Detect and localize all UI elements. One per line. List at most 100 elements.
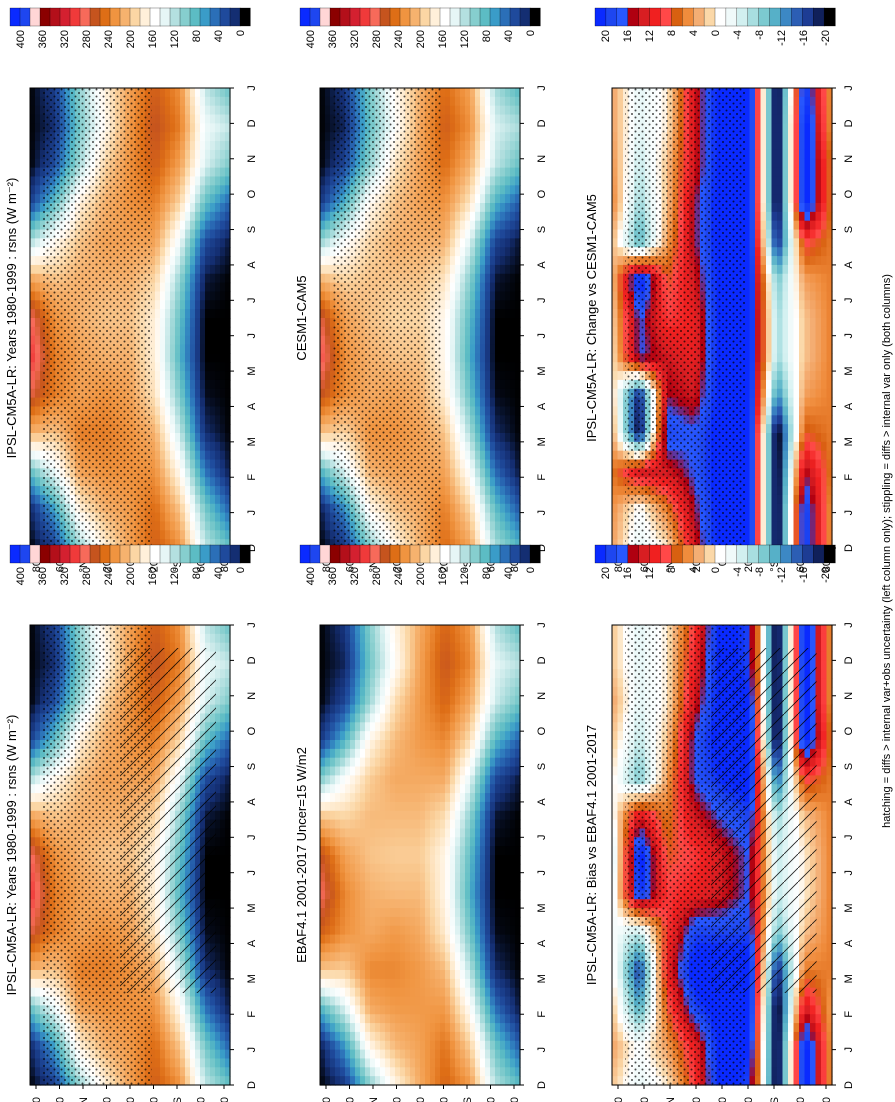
heatmap-cell bbox=[320, 441, 326, 452]
heatmap-cell bbox=[215, 1049, 221, 1060]
heatmap-cell bbox=[165, 353, 171, 363]
colorbar-swatch bbox=[129, 7, 141, 27]
heatmap-cell bbox=[30, 309, 36, 319]
heatmap-cell bbox=[320, 194, 326, 204]
heatmap-cell bbox=[220, 211, 226, 222]
heatmap-cell bbox=[200, 633, 206, 644]
heatmap-cell bbox=[320, 335, 326, 346]
heatmap-cell bbox=[225, 203, 231, 213]
heatmap-cell bbox=[320, 397, 326, 408]
heatmap-cell bbox=[225, 149, 231, 160]
heatmap-cell bbox=[205, 149, 211, 160]
lat-tick-label: 20 bbox=[102, 1097, 114, 1102]
heatmap-cell bbox=[35, 388, 41, 399]
heatmap-cell bbox=[205, 1049, 211, 1060]
heatmap-cell bbox=[160, 264, 166, 275]
heatmap-cell bbox=[185, 132, 191, 142]
heatmap-cell bbox=[195, 459, 201, 469]
heatmap-cell bbox=[165, 114, 171, 124]
heatmap-cell bbox=[180, 1076, 186, 1086]
heatmap-cell bbox=[225, 731, 231, 741]
heatmap-cell bbox=[320, 450, 326, 461]
heatmap-cell bbox=[225, 397, 231, 408]
heatmap-cell bbox=[220, 185, 226, 195]
heatmap-cell bbox=[150, 642, 156, 653]
heatmap-cell bbox=[165, 247, 171, 257]
heatmap-cell bbox=[190, 229, 196, 239]
month-tick-label: J bbox=[246, 85, 258, 91]
heatmap-cell bbox=[35, 486, 41, 496]
heatmap-cell bbox=[200, 424, 206, 434]
heatmap-cell bbox=[220, 916, 226, 927]
heatmap-cell bbox=[150, 503, 156, 514]
heatmap-cell bbox=[220, 247, 226, 257]
heatmap-cell bbox=[30, 247, 36, 257]
heatmap-cell bbox=[150, 477, 156, 487]
heatmap-cell bbox=[225, 158, 231, 169]
heatmap-cell bbox=[170, 406, 176, 416]
heatmap-cell bbox=[185, 300, 191, 310]
heatmap-cell bbox=[210, 123, 216, 133]
heatmap-cell bbox=[170, 486, 176, 496]
heatmap-cell bbox=[200, 521, 206, 531]
heatmap-cell bbox=[200, 176, 206, 186]
colorbar-swatch bbox=[179, 7, 191, 27]
heatmap-cell bbox=[30, 1058, 36, 1068]
heatmap-cell bbox=[175, 318, 181, 328]
heatmap-cell bbox=[185, 1031, 191, 1042]
heatmap-cell bbox=[170, 141, 176, 151]
heatmap-cell bbox=[175, 494, 181, 505]
heatmap-cell bbox=[155, 1014, 161, 1024]
heatmap-cell bbox=[30, 211, 36, 222]
heatmap-cell bbox=[195, 424, 201, 434]
month-tick-label: A bbox=[246, 402, 258, 410]
heatmap-cell bbox=[215, 695, 221, 706]
heatmap-cell bbox=[225, 633, 231, 644]
heatmap-cell bbox=[170, 1049, 176, 1060]
heatmap-cell bbox=[175, 167, 181, 178]
heatmap-cell bbox=[215, 961, 221, 971]
heatmap-cell bbox=[160, 326, 166, 337]
heatmap-cell bbox=[220, 309, 226, 319]
heatmap-cell bbox=[35, 669, 41, 679]
heatmap-cell bbox=[220, 539, 226, 549]
heatmap-cell bbox=[205, 185, 211, 195]
heatmap-cell bbox=[210, 273, 216, 284]
heatmap-cell bbox=[220, 512, 226, 523]
heatmap-cell bbox=[180, 379, 186, 390]
heatmap-cell bbox=[180, 406, 186, 416]
heatmap-cell bbox=[195, 406, 201, 416]
heatmap-cell bbox=[185, 494, 191, 505]
heatmap-cell bbox=[190, 211, 196, 222]
heatmap-cell bbox=[215, 855, 221, 865]
heatmap-cell bbox=[170, 521, 176, 531]
heatmap-cell bbox=[185, 167, 191, 178]
heatmap-cell bbox=[175, 1023, 181, 1033]
heatmap-cell bbox=[220, 468, 226, 478]
heatmap-cell bbox=[180, 1031, 186, 1042]
heatmap-cell bbox=[180, 318, 186, 328]
heatmap-cell bbox=[30, 256, 36, 266]
heatmap-cell bbox=[225, 220, 231, 231]
heatmap-cell bbox=[160, 494, 166, 505]
heatmap-cell bbox=[170, 176, 176, 186]
heatmap-cell bbox=[220, 731, 226, 741]
heatmap-cell bbox=[35, 996, 41, 1006]
heatmap-cell bbox=[185, 468, 191, 478]
heatmap-cell bbox=[220, 996, 226, 1006]
heatmap-cell bbox=[155, 194, 161, 204]
heatmap-cell bbox=[215, 819, 221, 830]
heatmap-cell bbox=[190, 105, 196, 116]
heatmap-cell bbox=[220, 625, 226, 635]
heatmap-cell bbox=[215, 141, 221, 151]
heatmap-cell bbox=[205, 238, 211, 248]
heatmap-cell bbox=[215, 757, 221, 768]
colorbar-swatch bbox=[129, 544, 141, 564]
colorbar-swatch bbox=[79, 7, 91, 27]
heatmap-cell bbox=[155, 114, 161, 124]
heatmap-cell bbox=[200, 642, 206, 653]
heatmap-cell bbox=[160, 468, 166, 478]
heatmap-cell bbox=[160, 486, 166, 496]
heatmap-cell bbox=[215, 766, 221, 776]
heatmap-cell bbox=[30, 952, 36, 962]
